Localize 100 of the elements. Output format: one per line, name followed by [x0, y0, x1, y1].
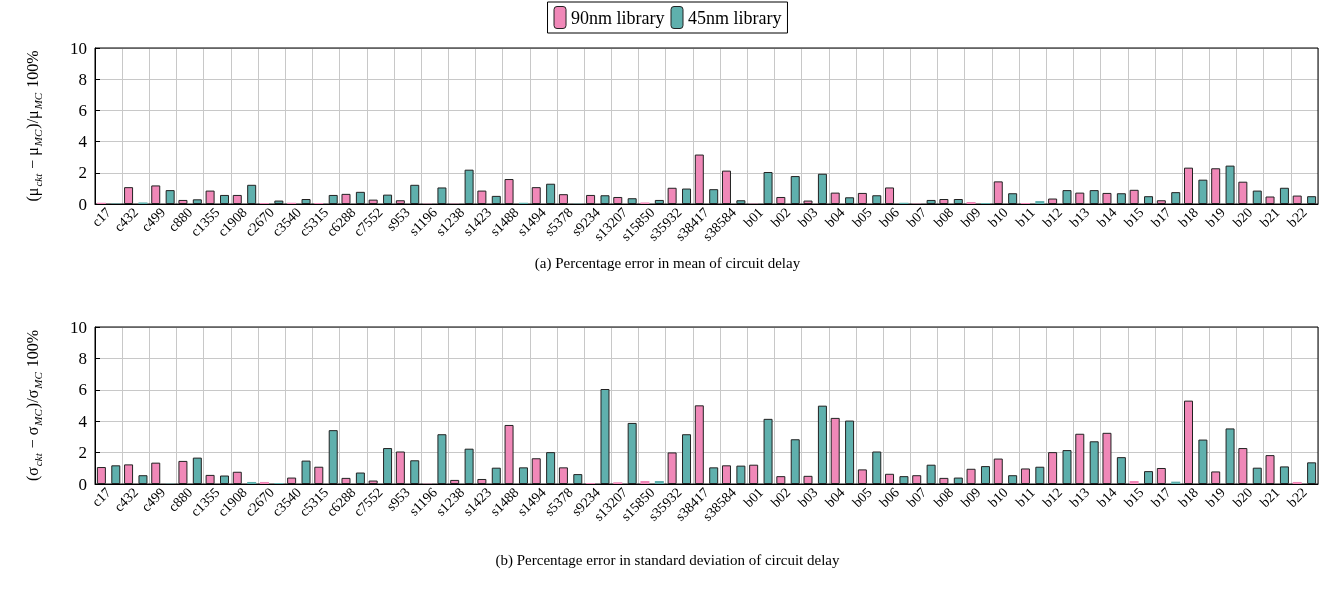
bar — [314, 466, 324, 484]
x-tick-label: b21 — [1257, 204, 1283, 231]
x-tick-label: b11 — [1012, 484, 1038, 510]
bar — [450, 479, 460, 484]
bar — [1035, 201, 1045, 204]
x-tick-label: b05 — [849, 204, 875, 231]
bar — [138, 475, 148, 484]
bar — [1075, 433, 1085, 484]
y-axis-title: (σckt − σMC)/σMC 100% — [23, 329, 44, 482]
bar — [830, 417, 840, 484]
bar — [274, 200, 284, 204]
x-tick-label: b19 — [1202, 484, 1229, 511]
bar — [1062, 190, 1072, 204]
x-tick-label: b12 — [1039, 484, 1066, 511]
bar — [518, 467, 528, 484]
x-tick-label: b04 — [822, 484, 848, 511]
bar — [205, 474, 215, 484]
x-tick-label: b07 — [903, 204, 930, 231]
bar — [682, 188, 692, 204]
bar — [1307, 462, 1317, 484]
bar — [1265, 455, 1275, 484]
bar — [1252, 190, 1262, 204]
bar — [301, 460, 311, 484]
x-tick-label: b11 — [1012, 204, 1038, 230]
bar — [1265, 196, 1275, 204]
bar — [111, 465, 121, 484]
y-tick-label: 6 — [78, 380, 87, 400]
bar — [1102, 432, 1112, 484]
bar — [627, 198, 637, 204]
bar — [872, 195, 882, 204]
x-tick-label: b05 — [849, 484, 875, 511]
bar — [437, 434, 447, 484]
bar — [1089, 190, 1099, 204]
bar — [1238, 448, 1248, 484]
x-tick-label: b08 — [930, 204, 957, 231]
bar — [1144, 196, 1154, 204]
bar — [383, 194, 393, 204]
bar — [817, 173, 827, 204]
x-tick-label: c17 — [89, 204, 114, 230]
x-tick-label: b10 — [985, 204, 1011, 231]
bar — [694, 405, 704, 484]
bar — [477, 478, 487, 484]
bar — [1008, 193, 1018, 204]
x-tick-label: b06 — [876, 484, 903, 511]
x-tick-label: b17 — [1148, 484, 1174, 511]
bar — [1184, 400, 1193, 484]
bar — [341, 193, 351, 204]
bar — [667, 187, 677, 204]
bar — [546, 183, 556, 204]
bar — [721, 170, 731, 204]
y-tick-label: 2 — [78, 163, 87, 183]
y-tick-label: 8 — [78, 348, 87, 368]
bar — [845, 420, 855, 484]
bar — [640, 481, 650, 484]
bar — [1292, 481, 1302, 484]
bar — [151, 185, 161, 204]
bar — [301, 199, 311, 204]
y-tick-label: 2 — [78, 443, 87, 463]
bar — [1020, 468, 1030, 484]
bar — [1129, 481, 1139, 484]
bar — [558, 467, 568, 484]
bar — [627, 422, 637, 484]
bar — [1129, 189, 1139, 204]
legend-label: 90nm library — [571, 7, 665, 28]
bar — [993, 181, 1003, 204]
x-tick-label: b17 — [1148, 204, 1174, 231]
bar — [368, 199, 378, 204]
bar — [980, 466, 990, 484]
x-tick-label: b01 — [740, 204, 767, 231]
bar — [546, 452, 556, 484]
x-tick-label: b13 — [1066, 484, 1093, 511]
bar — [220, 475, 229, 484]
bar — [247, 481, 257, 484]
bar — [654, 481, 664, 484]
bar — [1075, 192, 1085, 204]
bar — [763, 172, 773, 204]
bar — [1225, 165, 1235, 204]
bar — [464, 448, 474, 484]
bar — [165, 190, 175, 204]
bar — [776, 476, 786, 484]
x-tick-label: b12 — [1039, 204, 1066, 231]
bar — [1171, 192, 1181, 204]
x-tick-label: b20 — [1229, 484, 1256, 511]
bar — [857, 469, 867, 484]
bar — [763, 418, 773, 484]
bar — [709, 189, 719, 204]
bar — [912, 475, 922, 484]
bar — [573, 474, 583, 484]
y-tick-label: 10 — [70, 317, 87, 337]
bar — [259, 481, 269, 484]
bar — [682, 434, 692, 484]
bar — [586, 194, 596, 204]
x-tick-label: b21 — [1257, 484, 1283, 511]
y-tick-label: 4 — [78, 411, 88, 431]
bar — [709, 467, 719, 484]
bar — [613, 196, 623, 204]
bar — [993, 458, 1003, 484]
bar — [491, 195, 501, 204]
bar — [953, 477, 963, 484]
bar — [1279, 466, 1289, 484]
